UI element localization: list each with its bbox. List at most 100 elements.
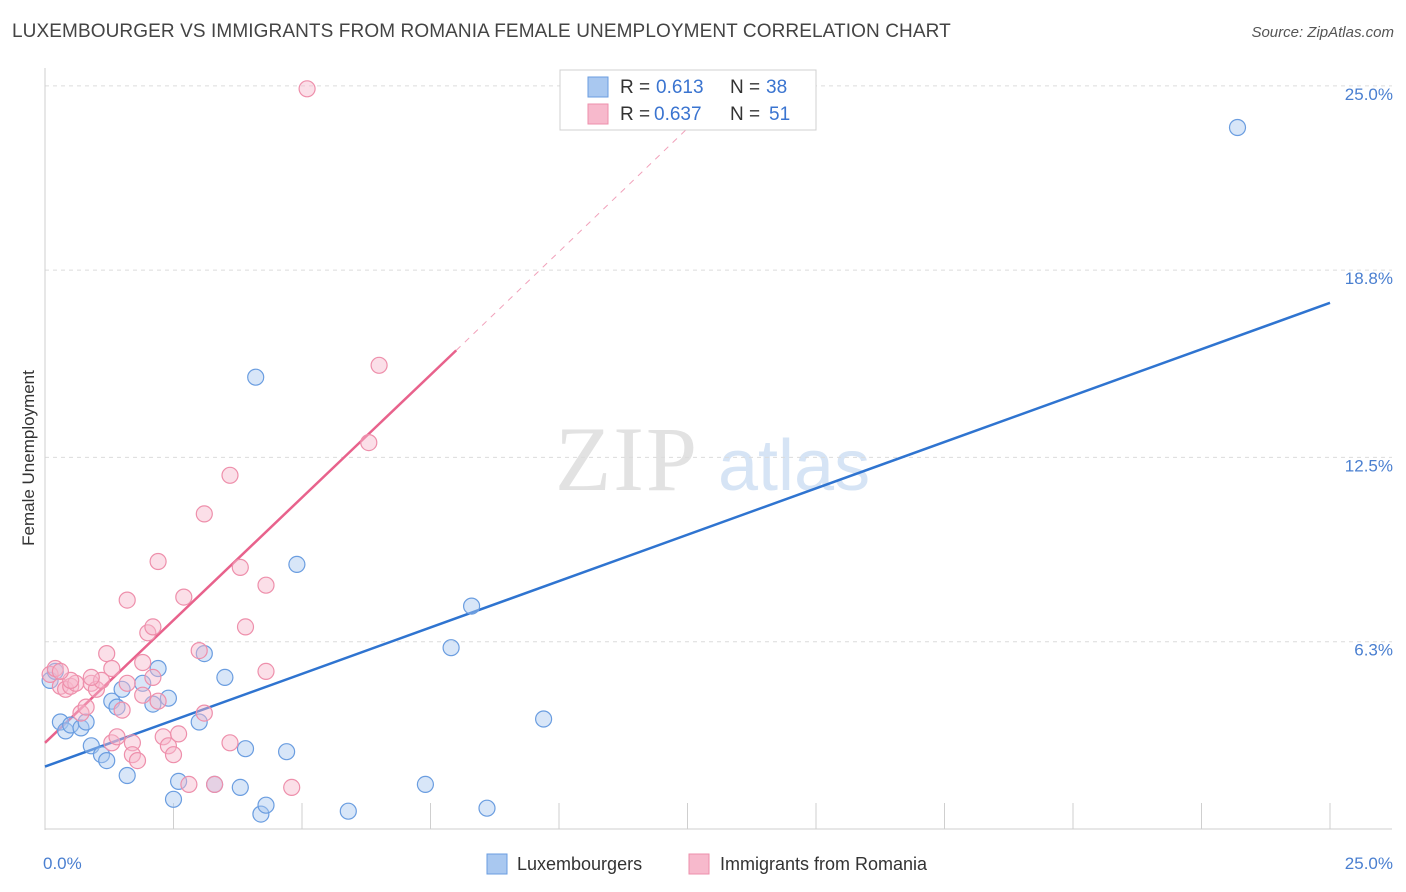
legend-r-label-2: R = [620,104,650,125]
legend-swatch-luxembourgers [587,76,609,98]
source-label: Source: ZipAtlas.com [1251,24,1394,41]
y-tick-label-0: 6.3% [1354,641,1393,660]
point-luxembourgers-19 [170,772,188,791]
point-luxembourgers-9 [98,751,116,770]
point-romania-36 [195,505,213,523]
point-luxembourgers-35 [478,799,496,817]
point-luxembourgers-36 [534,710,553,728]
axis-layer: 6.3% 12.5% 18.8% 25.0% 0.0% 25.0% [43,68,1393,873]
point-romania-38 [221,734,239,752]
point-romania-43 [257,662,275,681]
point-romania-33 [180,775,198,794]
point-luxembourgers-25 [236,740,255,758]
point-romania-26 [149,552,167,571]
watermark-atlas: atlas [718,426,870,506]
legend-n-value-1: 38 [766,77,787,98]
point-luxembourgers-31 [339,802,357,820]
point-romania-42 [257,576,275,594]
point-romania-30 [164,746,183,764]
point-romania-10 [92,671,111,690]
x-tick-label-1: 25.0% [1345,854,1393,873]
point-romania-4 [62,677,80,695]
point-romania-15 [113,701,131,719]
point-romania-7 [77,698,95,716]
trend-layer [44,103,1331,768]
point-romania-27 [149,692,167,710]
chart-title: LUXEMBOURGER VS IMMIGRANTS FROM ROMANIA … [12,21,951,42]
point-romania-45 [360,434,378,452]
legend-box: R = 0.613 N = 38 R = 0.637 N = 51 [559,69,817,131]
point-luxembourgers-34 [463,597,481,615]
point-romania-44 [283,778,301,797]
bottom-legend-label-romania: Immigrants from Romania [720,854,928,874]
point-luxembourgers-13 [118,766,136,785]
y-axis-title: Female Unemployment [19,370,38,546]
bottom-legend: Luxembourgers Immigrants from Romania [486,853,928,875]
point-luxembourgers-37 [1228,118,1247,137]
y-tick-label-1: 12.5% [1345,456,1393,475]
point-luxembourgers-27 [252,805,270,823]
watermark-zip: ZIP [555,408,699,510]
bottom-legend-swatch-romania [688,853,710,875]
point-romania-1 [46,659,64,678]
point-romania-46 [370,356,388,374]
legend-r-value-2: 0.637 [654,104,702,125]
point-luxembourgers-20 [190,713,208,731]
point-romania-20 [128,751,147,770]
bottom-legend-swatch-luxembourgers [486,853,508,875]
legend-n-value-2: 51 [769,104,790,125]
point-romania-22 [134,653,152,672]
point-luxembourgers-21 [195,644,213,663]
y-tick-label-2: 18.8% [1345,269,1393,288]
point-luxembourgers-33 [442,639,460,657]
point-romania-29 [159,737,177,755]
trend-line-extension-romania [455,103,714,351]
point-romania-41 [236,618,255,636]
y-tick-label-3: 25.0% [1345,85,1393,104]
point-luxembourgers-18 [164,790,183,808]
point-romania-40 [231,558,249,577]
legend-n-label-2: N = [730,104,760,125]
point-romania-11 [98,644,116,663]
point-romania-48 [82,668,100,687]
point-luxembourgers-23 [216,668,234,687]
point-luxembourgers-24 [231,778,249,797]
bottom-legend-label-luxembourgers: Luxembourgers [517,854,642,874]
point-layer [41,80,1247,823]
point-romania-16 [118,674,136,692]
point-romania-31 [170,725,188,743]
grid-layer [45,85,1392,643]
point-romania-34 [190,641,208,660]
point-romania-32 [175,588,193,606]
legend-r-value-1: 0.613 [656,77,704,98]
point-romania-21 [134,686,152,704]
point-luxembourgers-17 [159,689,177,707]
point-luxembourgers-29 [278,743,296,761]
point-luxembourgers-26 [247,368,265,386]
point-romania-35 [195,704,213,722]
point-romania-12 [103,659,121,678]
point-romania-14 [108,728,126,746]
point-romania-18 [123,734,141,752]
point-luxembourgers-2 [51,713,70,731]
point-luxembourgers-28 [257,796,275,814]
point-luxembourgers-16 [149,659,167,678]
trend-line-romania [44,349,458,744]
point-romania-37 [206,775,224,794]
point-romania-25 [144,668,162,687]
point-romania-3 [56,680,75,698]
x-tick-label-0: 0.0% [43,854,82,873]
point-romania-39 [221,466,239,484]
point-romania-24 [144,618,162,636]
point-romania-50 [51,662,70,681]
legend-n-label-1: N = [730,77,760,98]
point-romania-17 [118,591,136,609]
point-luxembourgers-6 [77,713,95,731]
point-luxembourgers-32 [416,775,434,794]
legend-swatch-romania [587,103,609,125]
point-luxembourgers-30 [288,555,306,574]
point-romania-47 [298,80,316,98]
point-luxembourgers-11 [108,698,126,716]
